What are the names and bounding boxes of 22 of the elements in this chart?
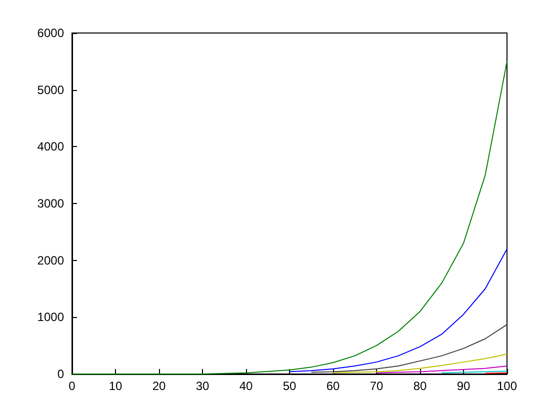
x-tick-label: 70 — [370, 379, 384, 393]
y-tick-label: 4000 — [37, 140, 64, 154]
y-tick-label: 5000 — [37, 82, 64, 97]
line-series — [376, 366, 508, 374]
x-tick-label: 80 — [413, 379, 427, 393]
x-tick-label: 20 — [152, 379, 166, 393]
y-tick-label: 2000 — [37, 253, 64, 268]
x-tick-label: 90 — [456, 379, 470, 393]
x-tick-label: 100 — [496, 379, 518, 393]
x-tick-label: 0 — [68, 379, 76, 393]
line-series — [289, 248, 508, 372]
y-tick-label: 1000 — [37, 310, 64, 324]
x-tick-label: 60 — [326, 379, 340, 393]
line-series — [332, 354, 508, 374]
y-tick-label: 6000 — [37, 26, 64, 40]
x-tick-label: 50 — [282, 379, 296, 393]
x-tick-label: 40 — [239, 379, 253, 393]
y-tick-label: 3000 — [37, 196, 64, 210]
y-tick-label: 0 — [57, 367, 64, 381]
x-tick-label: 10 — [108, 379, 122, 393]
x-tick-label: 30 — [196, 379, 210, 393]
line-series — [310, 324, 508, 373]
